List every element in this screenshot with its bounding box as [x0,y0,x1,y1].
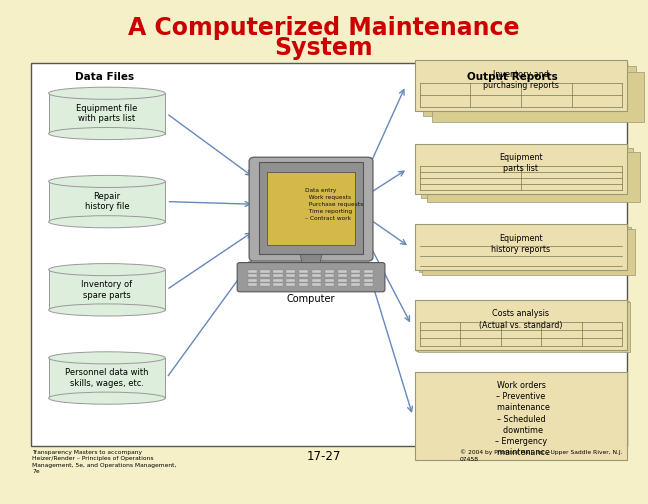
Text: Personnel data with
skills, wages, etc.: Personnel data with skills, wages, etc. [65,368,148,388]
FancyBboxPatch shape [338,270,347,273]
Text: System: System [275,36,373,60]
FancyBboxPatch shape [248,270,257,273]
Text: Costs analysis
(Actual vs. standard): Costs analysis (Actual vs. standard) [480,309,562,330]
FancyBboxPatch shape [325,270,334,273]
FancyBboxPatch shape [422,229,635,275]
FancyBboxPatch shape [423,66,636,116]
FancyBboxPatch shape [286,279,295,282]
Text: Output Reports: Output Reports [467,72,557,82]
FancyBboxPatch shape [415,224,627,270]
FancyBboxPatch shape [351,283,360,286]
FancyBboxPatch shape [260,279,270,282]
Ellipse shape [49,175,165,187]
FancyBboxPatch shape [325,274,334,277]
FancyBboxPatch shape [312,274,321,277]
FancyBboxPatch shape [415,372,627,460]
FancyBboxPatch shape [286,270,295,273]
FancyBboxPatch shape [249,157,373,261]
FancyBboxPatch shape [415,144,627,194]
FancyBboxPatch shape [325,279,334,282]
FancyBboxPatch shape [267,172,354,245]
FancyBboxPatch shape [248,274,257,277]
FancyBboxPatch shape [312,283,321,286]
Text: Equipment file
with parts list: Equipment file with parts list [76,104,137,123]
Text: © 2004 by Prentice Hall, Inc., Upper Saddle River, N.J.
07458: © 2004 by Prentice Hall, Inc., Upper Sad… [459,450,622,462]
FancyBboxPatch shape [427,152,640,202]
FancyBboxPatch shape [273,283,283,286]
Ellipse shape [49,128,165,140]
Polygon shape [49,358,165,398]
FancyBboxPatch shape [31,63,627,446]
FancyBboxPatch shape [432,72,644,122]
FancyBboxPatch shape [260,274,270,277]
FancyBboxPatch shape [415,372,627,460]
FancyBboxPatch shape [299,274,308,277]
FancyBboxPatch shape [248,283,257,286]
Text: Inventory of
spare parts: Inventory of spare parts [82,280,132,299]
FancyBboxPatch shape [312,270,321,273]
FancyBboxPatch shape [364,283,373,286]
Ellipse shape [49,352,165,364]
Ellipse shape [49,216,165,228]
Text: Data Files: Data Files [75,72,133,82]
FancyBboxPatch shape [418,302,631,352]
FancyBboxPatch shape [299,270,308,273]
FancyBboxPatch shape [351,279,360,282]
FancyBboxPatch shape [338,274,347,277]
FancyBboxPatch shape [338,283,347,286]
Text: Data entry
  Work requests
  Purchase requests
  Time reporting
– Contract work: Data entry Work requests Purchase reques… [305,188,363,221]
FancyBboxPatch shape [260,283,270,286]
FancyBboxPatch shape [273,270,283,273]
FancyBboxPatch shape [416,301,629,351]
FancyBboxPatch shape [286,274,295,277]
FancyBboxPatch shape [415,60,627,111]
FancyBboxPatch shape [325,283,334,286]
FancyBboxPatch shape [364,279,373,282]
FancyBboxPatch shape [259,162,363,254]
Ellipse shape [49,304,165,316]
FancyBboxPatch shape [351,274,360,277]
FancyBboxPatch shape [419,227,631,272]
FancyBboxPatch shape [260,270,270,273]
Polygon shape [299,252,323,267]
Polygon shape [49,93,165,134]
FancyBboxPatch shape [299,283,308,286]
FancyBboxPatch shape [286,283,295,286]
FancyBboxPatch shape [415,372,627,460]
Text: Work orders
– Preventive
  maintenance
– Scheduled
  downtime
– Emergency
  main: Work orders – Preventive maintenance – S… [492,382,550,457]
FancyBboxPatch shape [299,279,308,282]
FancyBboxPatch shape [237,263,385,292]
Text: Repair
history file: Repair history file [85,192,129,211]
FancyBboxPatch shape [338,279,347,282]
Ellipse shape [49,392,165,404]
FancyBboxPatch shape [273,274,283,277]
FancyBboxPatch shape [364,274,373,277]
Polygon shape [49,181,165,222]
Text: A Computerized Maintenance: A Computerized Maintenance [128,16,520,40]
Ellipse shape [49,87,165,99]
Text: Equipment
history reports: Equipment history reports [491,234,551,254]
Text: Inventory and
purchasing reports: Inventory and purchasing reports [483,70,559,90]
FancyBboxPatch shape [248,279,257,282]
FancyBboxPatch shape [312,279,321,282]
FancyBboxPatch shape [364,270,373,273]
FancyBboxPatch shape [421,148,634,198]
Text: Computer: Computer [287,294,335,304]
FancyBboxPatch shape [351,270,360,273]
Ellipse shape [49,264,165,276]
FancyBboxPatch shape [273,279,283,282]
Polygon shape [49,270,165,310]
Text: 17-27: 17-27 [307,450,341,463]
FancyBboxPatch shape [415,300,627,350]
Text: Equipment
parts list: Equipment parts list [499,153,543,173]
Text: Transparency Masters to accompany
Heizer/Render – Principles of Operations
Manag: Transparency Masters to accompany Heizer… [32,450,177,474]
